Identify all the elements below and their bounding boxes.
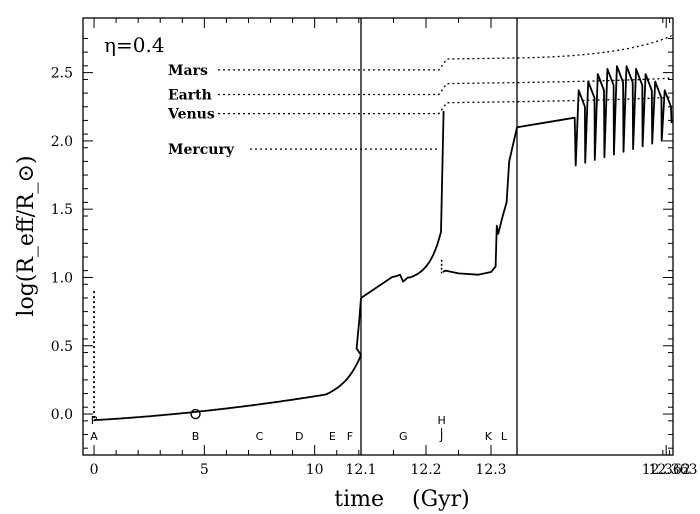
phase-label-bottom: D: [295, 430, 303, 443]
evolution-curve-agb-thermal-pulses: [516, 65, 673, 167]
phase-label-bottom: L: [501, 430, 508, 443]
planet-label-mercury: Mercury: [168, 142, 235, 158]
x-tick-label: 12.363: [649, 462, 698, 478]
y-tick-label: 2.0: [51, 134, 73, 150]
x-tick-label: 12.2: [410, 462, 441, 478]
phase-label-bottom: A: [90, 430, 98, 443]
planet-label-venus: Venus: [167, 107, 215, 123]
evolution-curve-main-sequence: [93, 297, 362, 422]
x-tick-label: 0: [90, 462, 99, 478]
orbit-line-mars: [218, 35, 672, 71]
curves: [93, 18, 673, 455]
labels: 0.0 0.5 1.0 1.5 2.0 2.5 0 5 10 12.1 12.2 12.3 12.362…: [51, 63, 698, 478]
y-tick-label: 1.5: [51, 202, 73, 218]
x-tick-label: 5: [200, 462, 209, 478]
y-axis-label: log(R_eff/R_⊙): [14, 155, 39, 316]
evolution-curve-horizontal-branch: [442, 127, 518, 276]
planet-label-earth: Earth: [168, 87, 212, 103]
x-tick-label: 12.3: [475, 462, 506, 478]
phase-label-bottom: B: [192, 430, 200, 443]
y-tick-label: 2.5: [51, 66, 73, 82]
evolution-curve-red-giant-branch: [360, 110, 445, 299]
phase-label-bottom: E: [329, 430, 336, 443]
phase-label-bottom: K: [485, 430, 493, 443]
x-tick-label: 10: [306, 462, 324, 478]
phase-label-bottom: F: [347, 430, 353, 443]
phase-label-top: H: [437, 414, 445, 427]
phase-label-bottom: J: [439, 430, 443, 443]
x-axis-label: time (Gyr): [334, 487, 469, 512]
phase-label-bottom: C: [256, 430, 264, 443]
marker-point: [190, 408, 201, 420]
planet-label-mars: Mars: [168, 63, 208, 79]
y-tick-label: 0.0: [51, 407, 73, 423]
phase-label-top: P: [91, 414, 98, 427]
tick-marks: [83, 18, 674, 455]
y-tick-label: 1.0: [51, 270, 73, 286]
phase-label-bottom: G: [399, 430, 408, 443]
x-tick-label: 12.362: [642, 462, 691, 478]
plot-frame: [82, 17, 674, 456]
y-tick-label: 0.5: [51, 339, 73, 355]
eta-annotation: η=0.4: [104, 33, 165, 57]
x-tick-label: 12.1: [345, 462, 376, 478]
